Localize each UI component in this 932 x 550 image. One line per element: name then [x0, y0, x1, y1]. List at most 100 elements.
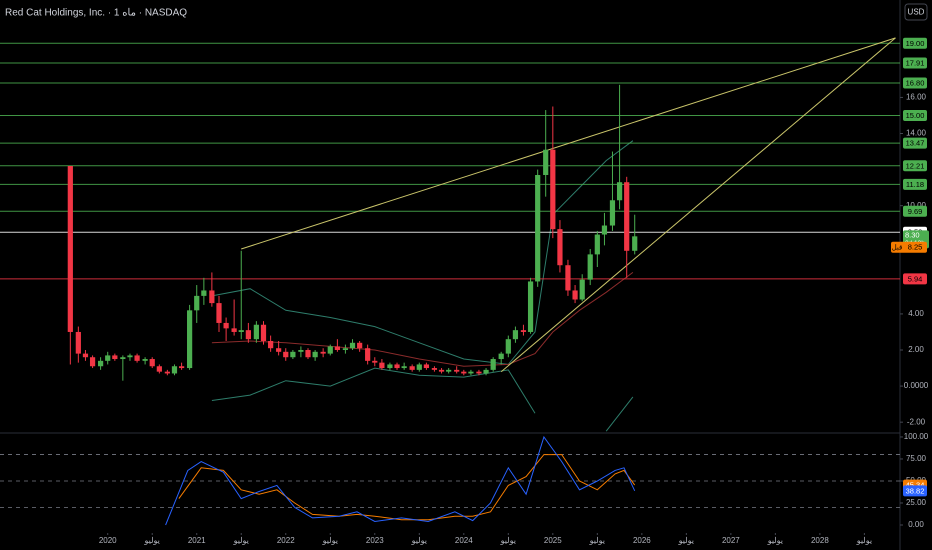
- candle-body: [149, 359, 155, 367]
- candle-body: [512, 330, 519, 340]
- x-tick-label: يوليو: [233, 536, 249, 545]
- candle-body: [342, 348, 349, 351]
- candle-body: [535, 175, 541, 282]
- candle-body: [483, 369, 489, 374]
- candle-body: [372, 360, 378, 363]
- y-tick-label: 14.00: [906, 129, 927, 138]
- candle-body: [327, 346, 333, 354]
- x-tick-label: 2024: [455, 536, 473, 545]
- level-label: 11.18: [906, 180, 924, 189]
- candle-body: [312, 351, 318, 358]
- candle-body: [253, 324, 259, 340]
- level-tag: [903, 137, 927, 149]
- candle-body: [438, 369, 445, 372]
- candle-body: [594, 234, 600, 255]
- candle-body: [305, 350, 311, 358]
- y-tick-label: 0.0000: [904, 381, 929, 390]
- candle-body: [245, 330, 251, 340]
- level-label: 9.69: [908, 207, 923, 216]
- band-line: [211, 140, 634, 365]
- oscillator-line: [178, 454, 636, 521]
- x-tick-label: 2026: [633, 536, 651, 545]
- y-tick-label: 100.00: [904, 432, 929, 441]
- x-tick-label: يوليو: [322, 536, 338, 545]
- candle-body: [624, 182, 630, 251]
- currency-button[interactable]: [904, 3, 928, 21]
- candle-body: [416, 364, 422, 370]
- candle-body: [357, 342, 363, 349]
- candle-body: [572, 290, 578, 300]
- candle-body: [505, 339, 511, 354]
- currency-label[interactable]: USD: [908, 8, 925, 17]
- x-tick-label: يوليو: [856, 536, 872, 545]
- candle-body: [238, 330, 244, 332]
- y-tick-label: 10.00: [906, 201, 927, 210]
- last-value-label: 38.82: [906, 486, 925, 495]
- extended-price-label: 8.25: [908, 243, 923, 252]
- last-price-label: 8.30: [905, 230, 920, 239]
- x-tick-label: 2021: [188, 536, 206, 545]
- candle-body: [105, 355, 111, 361]
- level-tag: [903, 77, 927, 89]
- candle-body: [142, 359, 148, 361]
- last-value-tag: [903, 485, 927, 497]
- candle-body: [423, 364, 430, 369]
- level-tag: [903, 160, 927, 172]
- candle-body: [461, 371, 467, 374]
- candle-body: [276, 348, 282, 352]
- extended-price-tag: [891, 241, 927, 253]
- candle-body: [209, 290, 215, 304]
- candle-body: [97, 360, 104, 367]
- candle-body: [446, 369, 452, 372]
- candle-body: [290, 351, 296, 358]
- candle-body: [520, 330, 527, 332]
- x-tick-label: يوليو: [500, 536, 516, 545]
- candle-body: [120, 357, 126, 360]
- candle-body: [454, 369, 460, 372]
- y-tick-label: 2.00: [908, 345, 924, 354]
- candle-body: [365, 348, 371, 361]
- y-tick-label: 75.00: [906, 454, 927, 463]
- candle-body: [216, 303, 222, 323]
- candle-body: [231, 328, 237, 332]
- level-label: 13.47: [906, 139, 925, 148]
- candle-body: [320, 351, 326, 354]
- candle-body: [127, 355, 133, 358]
- candle-body: [387, 364, 393, 369]
- candle-body: [468, 371, 474, 374]
- candle-body: [527, 281, 534, 332]
- candle-body: [616, 182, 623, 201]
- candle-body: [609, 200, 616, 226]
- y-tick-label: 25.00: [906, 498, 927, 507]
- level-tag: [903, 109, 927, 121]
- x-tick-label: يوليو: [678, 536, 694, 545]
- level-tag: [903, 37, 927, 49]
- candle-body: [171, 366, 178, 374]
- x-tick-label: 2020: [99, 536, 117, 545]
- candle-body: [579, 279, 585, 300]
- candle-body: [194, 295, 200, 311]
- x-tick-label: 2028: [811, 536, 829, 545]
- candle-body: [394, 364, 400, 369]
- candle-body: [268, 340, 274, 349]
- candle-body: [632, 236, 638, 251]
- candle-body: [401, 366, 407, 369]
- x-tick-label: 2027: [722, 536, 740, 545]
- band-line: [211, 271, 634, 367]
- level-tag: [903, 205, 927, 217]
- y-tick-label: 16.00: [906, 93, 927, 102]
- level-label: 17.91: [906, 58, 925, 67]
- extended-price-tag-label: قبل: [892, 244, 903, 252]
- y-tick-label: -2.00: [907, 417, 926, 426]
- x-tick-label: يوليو: [411, 536, 427, 545]
- candle-body: [557, 229, 563, 266]
- x-tick-label: يوليو: [767, 536, 783, 545]
- x-tick-label: 2022: [277, 536, 295, 545]
- candle-body: [601, 225, 608, 235]
- candle-body: [164, 371, 170, 374]
- candle-body: [476, 371, 482, 374]
- level-tag: [903, 273, 927, 285]
